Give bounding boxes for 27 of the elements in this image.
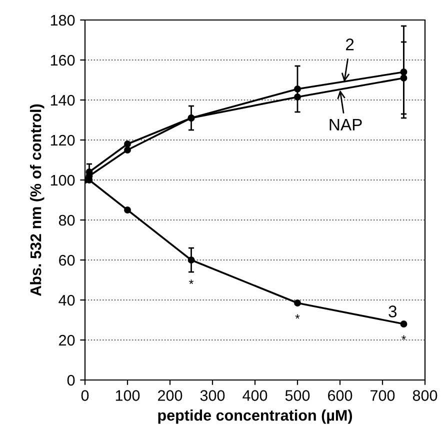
y-tick-label: 120 xyxy=(50,134,75,146)
x-tick-label: 800 xyxy=(412,390,438,401)
annotation: NAP xyxy=(330,118,362,130)
x-tick-label: 0 xyxy=(81,390,89,401)
x-tick-label: 200 xyxy=(158,390,182,401)
y-tick-label: 20 xyxy=(59,334,75,346)
x-tick-label: 300 xyxy=(200,390,225,401)
y-tick-label: 80 xyxy=(58,214,75,226)
x-tick-label: 600 xyxy=(328,390,352,401)
y-tick-label: 60 xyxy=(59,254,75,266)
annotation: 2 xyxy=(346,38,354,50)
x-tick-label: 400 xyxy=(242,390,268,401)
annotation: * xyxy=(402,335,406,340)
annotation: * xyxy=(295,314,300,319)
x-tick-label: 500 xyxy=(285,390,310,401)
x-tick-label: 100 xyxy=(116,390,140,401)
y-tick-label: 0 xyxy=(67,374,75,386)
y-tick-label: 140 xyxy=(50,94,75,106)
y-tick-label: 40 xyxy=(58,294,75,306)
annotation: 3 xyxy=(388,306,397,318)
y-tick-label: 100 xyxy=(50,174,75,186)
x-tick-label: 700 xyxy=(370,390,395,401)
y-tick-label: 180 xyxy=(50,14,75,26)
y-tick-label: 160 xyxy=(50,54,75,66)
annotation: * xyxy=(189,280,194,284)
y-axis-title: Abs. 532 nm (% of control) xyxy=(30,104,44,296)
x-axis-title: peptide concentration (µM) xyxy=(158,410,352,424)
